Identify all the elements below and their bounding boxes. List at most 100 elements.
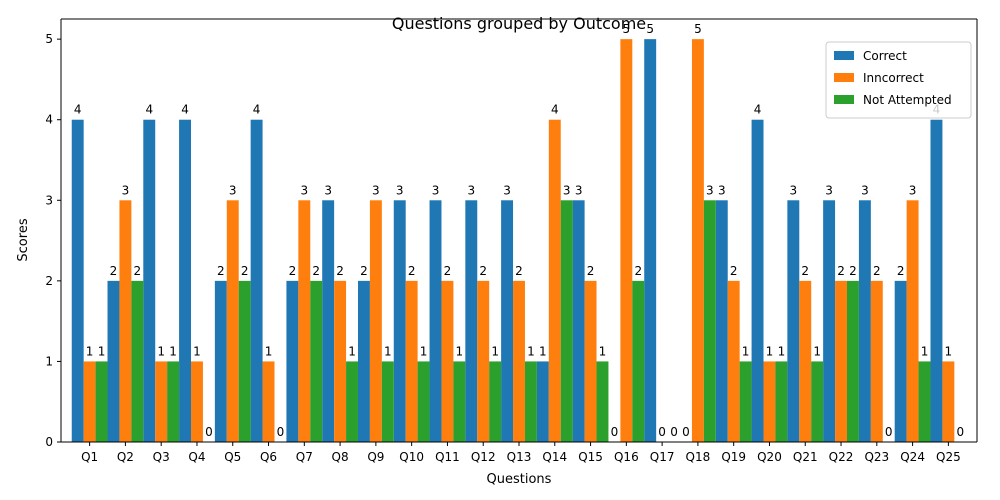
x-tick-label: Q22 <box>829 450 854 464</box>
bar <box>894 280 907 442</box>
data-label: 4 <box>253 103 261 117</box>
bar <box>429 200 442 442</box>
data-label: 4 <box>74 103 82 117</box>
data-label: 2 <box>730 264 738 278</box>
bar <box>357 280 370 442</box>
bar <box>513 280 525 442</box>
data-label: 2 <box>241 264 249 278</box>
x-tick-label: Q17 <box>650 450 675 464</box>
data-label: 1 <box>193 344 201 358</box>
x-tick-label: Q12 <box>471 450 496 464</box>
bar <box>524 361 537 442</box>
data-label: 1 <box>157 344 165 358</box>
x-tick-label: Q19 <box>721 450 746 464</box>
bar <box>727 280 740 442</box>
bar <box>310 280 323 442</box>
x-tick-label: Q14 <box>542 450 567 464</box>
x-tick-label: Q3 <box>153 450 170 464</box>
x-tick-label: Q23 <box>864 450 889 464</box>
data-label: 1 <box>945 344 953 358</box>
x-axis-label: Questions <box>487 472 552 487</box>
data-label: 3 <box>563 183 571 197</box>
data-label: 1 <box>384 344 392 358</box>
bar <box>441 280 454 442</box>
y-tick-label: 5 <box>45 32 53 46</box>
x-tick-label: Q11 <box>435 450 460 464</box>
data-label: 2 <box>312 264 320 278</box>
bar <box>191 361 203 442</box>
data-label: 0 <box>682 425 690 439</box>
data-label: 1 <box>265 344 273 358</box>
x-tick-label: Q16 <box>614 450 639 464</box>
data-label: 2 <box>217 264 225 278</box>
bar <box>179 119 192 442</box>
bar <box>703 200 716 442</box>
data-label: 5 <box>694 22 702 36</box>
x-tick-label: Q6 <box>260 450 277 464</box>
data-label: 3 <box>372 183 380 197</box>
bar <box>823 200 836 442</box>
data-label: 2 <box>837 264 845 278</box>
data-label: 2 <box>873 264 881 278</box>
data-label: 2 <box>408 264 416 278</box>
legend-swatch <box>834 95 854 104</box>
data-label: 3 <box>467 183 475 197</box>
bar <box>870 280 883 442</box>
bar <box>584 280 597 442</box>
bar <box>775 361 788 442</box>
bar <box>644 39 657 443</box>
bar <box>381 361 394 442</box>
bar <box>846 280 859 442</box>
bar <box>322 200 335 442</box>
data-label: 4 <box>145 103 153 117</box>
data-label: 0 <box>670 425 678 439</box>
data-label: 4 <box>754 103 762 117</box>
data-label: 1 <box>766 344 774 358</box>
data-label: 5 <box>646 22 654 36</box>
data-label: 1 <box>348 344 356 358</box>
y-tick-label: 1 <box>45 354 53 368</box>
bar <box>560 200 573 442</box>
data-label: 3 <box>575 183 583 197</box>
data-label: 2 <box>587 264 595 278</box>
data-label: 2 <box>801 264 809 278</box>
data-label: 1 <box>778 344 786 358</box>
bar <box>334 280 347 442</box>
bar <box>858 200 871 442</box>
data-label: 3 <box>300 183 308 197</box>
bar <box>71 119 84 442</box>
y-tick-label: 3 <box>45 193 53 207</box>
bar <box>691 39 704 443</box>
data-label: 1 <box>491 344 499 358</box>
bar <box>620 39 633 443</box>
data-label: 1 <box>539 344 547 358</box>
bar <box>489 361 502 442</box>
x-tick-label: Q24 <box>900 450 925 464</box>
bar <box>811 361 824 442</box>
bar <box>906 200 919 442</box>
bar <box>417 361 430 442</box>
data-label: 2 <box>444 264 452 278</box>
bar <box>393 200 406 442</box>
x-tick-label: Q20 <box>757 450 782 464</box>
y-tick-label: 2 <box>45 274 53 288</box>
x-tick-label: Q13 <box>507 450 532 464</box>
bar <box>739 361 752 442</box>
x-tick-label: Q7 <box>296 450 313 464</box>
data-label: 5 <box>623 22 631 36</box>
data-label: 1 <box>420 344 428 358</box>
legend-swatch <box>834 51 854 60</box>
x-tick-label: Q25 <box>936 450 961 464</box>
bar <box>369 200 382 442</box>
data-label: 2 <box>479 264 487 278</box>
bar <box>167 361 180 442</box>
chart-title: Questions grouped by Outcome <box>392 14 646 33</box>
x-tick-label: Q18 <box>686 450 711 464</box>
plot-area: 4244242323333130503433324131131323222242… <box>45 18 978 464</box>
bar <box>465 200 478 442</box>
x-tick-label: Q9 <box>367 450 384 464</box>
data-label: 1 <box>813 344 821 358</box>
data-label: 3 <box>825 183 833 197</box>
x-tick-label: Q21 <box>793 450 818 464</box>
